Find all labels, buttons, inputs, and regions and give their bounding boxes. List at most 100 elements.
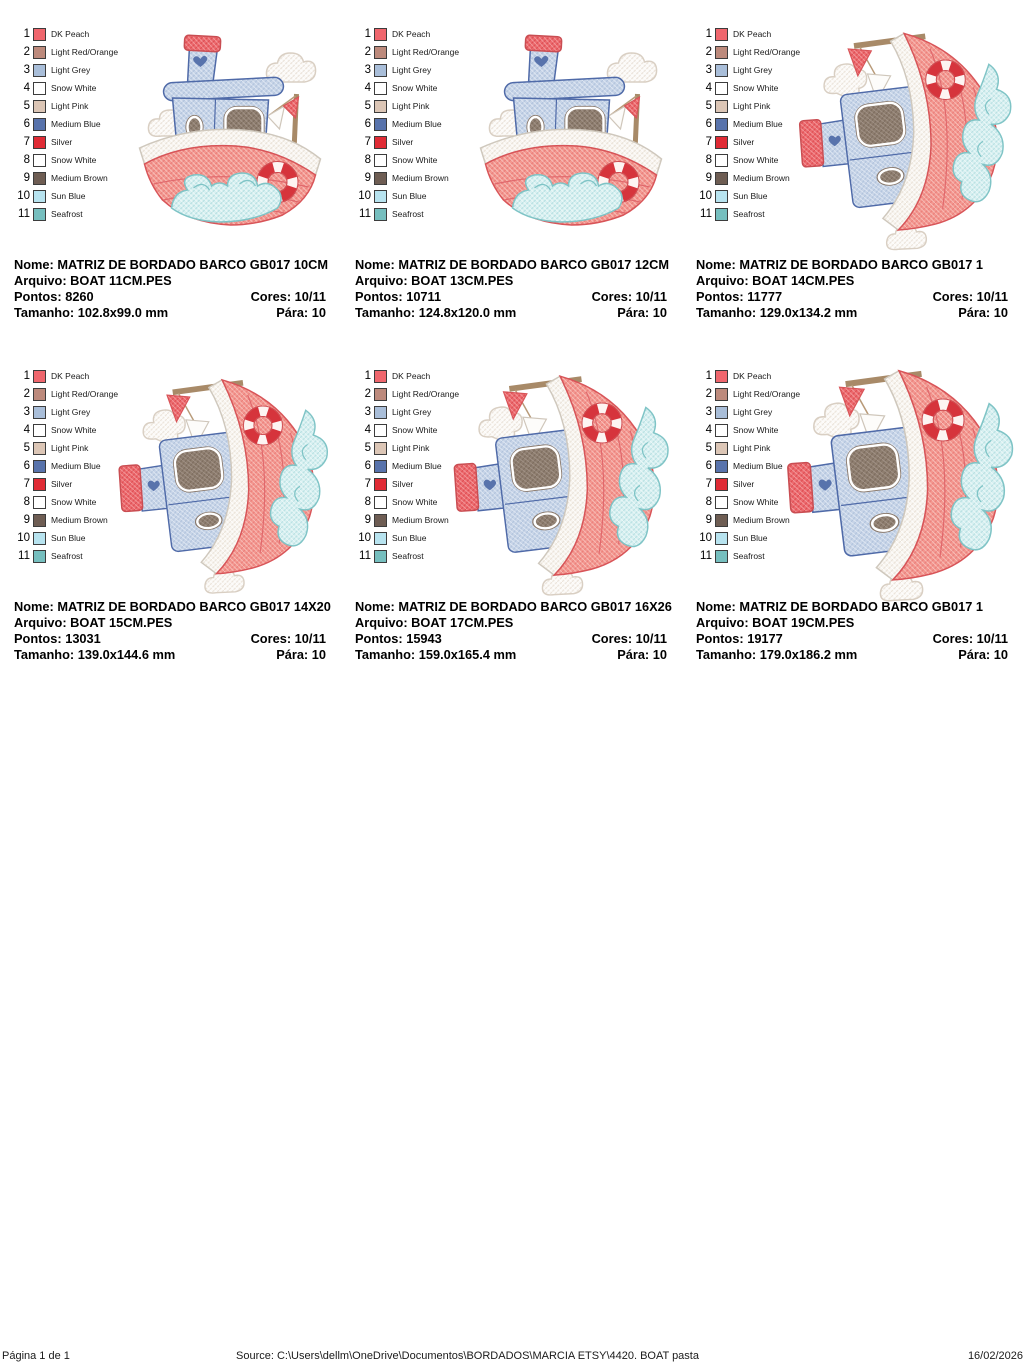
color-swatch [374,171,387,185]
thread-color-number: 8 [23,496,30,508]
thread-color-row: 10 Sun Blue [694,187,800,205]
thread-color-number: 3 [364,406,371,418]
color-swatch [715,549,728,563]
stop-count: 10 [993,305,1008,320]
thread-color-row: 5 Light Pink [353,439,459,457]
stops-pair: Pára: 10 [276,305,326,321]
design-name: MATRIZ DE BORDADO BARCO GB017 16X26 [398,599,672,614]
colors-pair: Cores: 10/11 [251,631,326,647]
color-count: 10/11 [976,631,1008,646]
thread-color-number: 9 [364,172,371,184]
thread-color-row: 5 Light Pink [694,97,800,115]
boat-image [445,362,679,602]
thread-color-legend: 1 DK Peach 2 Light Red/Orange 3 Light Grey 4 Sn… [353,25,459,223]
thread-color-name: Seafrost [392,209,424,219]
boat-embroidery-preview [110,366,338,600]
thread-color-name: Snow White [51,497,97,507]
pontos-label: Pontos: [14,631,62,646]
boat-embroidery-preview [788,20,1024,256]
color-swatch [715,63,728,77]
color-swatch [33,477,46,491]
thread-color-number: 3 [23,64,30,76]
thread-color-name: Light Red/Orange [733,389,801,399]
thread-color-number: 6 [705,118,712,130]
color-swatch [33,99,46,113]
tamanho-label: Tamanho: [696,305,757,320]
cores-label: Cores: [932,289,974,304]
thread-color-row: 3 Light Grey [12,61,118,79]
design-card: 1 DK Peach 2 Light Red/Orange 3 Light Grey 4 Sn… [0,362,341,704]
design-card: 1 DK Peach 2 Light Red/Orange 3 Light Grey 4 Sn… [341,20,682,362]
design-file-line: Arquivo: BOAT 15CM.PES [14,615,326,631]
thread-color-legend: 1 DK Peach 2 Light Red/Orange 3 Light Grey 4 Sn… [694,25,800,223]
thread-color-name: Snow White [733,83,779,93]
cores-label: Cores: [250,631,292,646]
thread-color-row: 3 Light Grey [12,403,118,421]
thread-color-name: Light Red/Orange [392,389,460,399]
thread-color-row: 3 Light Grey [353,403,459,421]
thread-color-row: 5 Light Pink [694,439,800,457]
thread-color-name: Snow White [733,155,779,165]
color-swatch [33,405,46,419]
color-swatch [374,207,387,221]
para-label: Pára: [276,305,309,320]
thread-color-row: 10 Sun Blue [694,529,800,547]
thread-color-number: 4 [364,424,371,436]
thread-color-name: Light Grey [51,65,91,75]
color-swatch [33,387,46,401]
design-name: MATRIZ DE BORDADO BARCO GB017 1 [739,257,984,272]
thread-color-name: Medium Brown [733,515,790,525]
boat-embroidery-preview [445,362,679,602]
thread-color-name: Light Grey [733,407,773,417]
thread-color-row: 11 Seafrost [353,205,459,223]
thread-color-name: Sun Blue [392,533,427,543]
thread-color-number: 6 [705,460,712,472]
thread-color-number: 10 [17,532,30,544]
thread-color-name: Sun Blue [392,191,427,201]
thread-color-name: Light Grey [51,407,91,417]
thread-color-number: 1 [705,28,712,40]
cores-label: Cores: [591,289,633,304]
cores-label: Cores: [932,631,974,646]
color-swatch [715,513,728,527]
thread-color-legend: 1 DK Peach 2 Light Red/Orange 3 Light Grey 4 Sn… [12,367,118,565]
color-swatch [715,369,728,383]
design-size-line: Tamanho: 179.0x186.2 mm Pára: 10 [696,647,1008,663]
color-swatch [374,45,387,59]
color-swatch [33,459,46,473]
thread-color-number: 5 [364,442,371,454]
color-swatch [715,45,728,59]
thread-color-row: 11 Seafrost [694,205,800,223]
color-swatch [374,153,387,167]
thread-color-row: 4 Snow White [694,79,800,97]
design-size: 159.0x165.4 mm [418,647,517,662]
thread-color-row: 7 Silver [694,133,800,151]
thread-color-number: 4 [364,82,371,94]
colors-pair: Cores: 10/11 [933,631,1008,647]
design-file-line: Arquivo: BOAT 11CM.PES [14,273,326,289]
color-swatch [715,99,728,113]
design-stitches-line: Pontos: 10711 Cores: 10/11 [355,289,667,305]
stitch-count: 11777 [747,289,783,304]
color-swatch [33,63,46,77]
thread-color-legend: 1 DK Peach 2 Light Red/Orange 3 Light Grey 4 Sn… [12,25,118,223]
color-swatch [33,117,46,131]
color-swatch [33,423,46,437]
color-count: 10/11 [635,631,667,646]
design-file-line: Arquivo: BOAT 19CM.PES [696,615,1008,631]
design-size: 179.0x186.2 mm [759,647,858,662]
color-swatch [715,207,728,221]
thread-color-number: 7 [364,478,371,490]
color-swatch [33,135,46,149]
thread-color-row: 2 Light Red/Orange [353,43,459,61]
design-name-line: Nome: MATRIZ DE BORDADO BARCO GB017 1 [696,599,1008,615]
thread-color-row: 8 Snow White [694,151,800,169]
thread-color-name: Snow White [51,425,97,435]
thread-color-row: 1 DK Peach [694,25,800,43]
stops-pair: Pára: 10 [958,647,1008,663]
design-size-line: Tamanho: 124.8x120.0 mm Pára: 10 [355,305,667,321]
thread-color-name: Snow White [392,425,438,435]
arquivo-label: Arquivo: [696,273,749,288]
thread-color-number: 4 [23,424,30,436]
thread-color-number: 6 [364,460,371,472]
